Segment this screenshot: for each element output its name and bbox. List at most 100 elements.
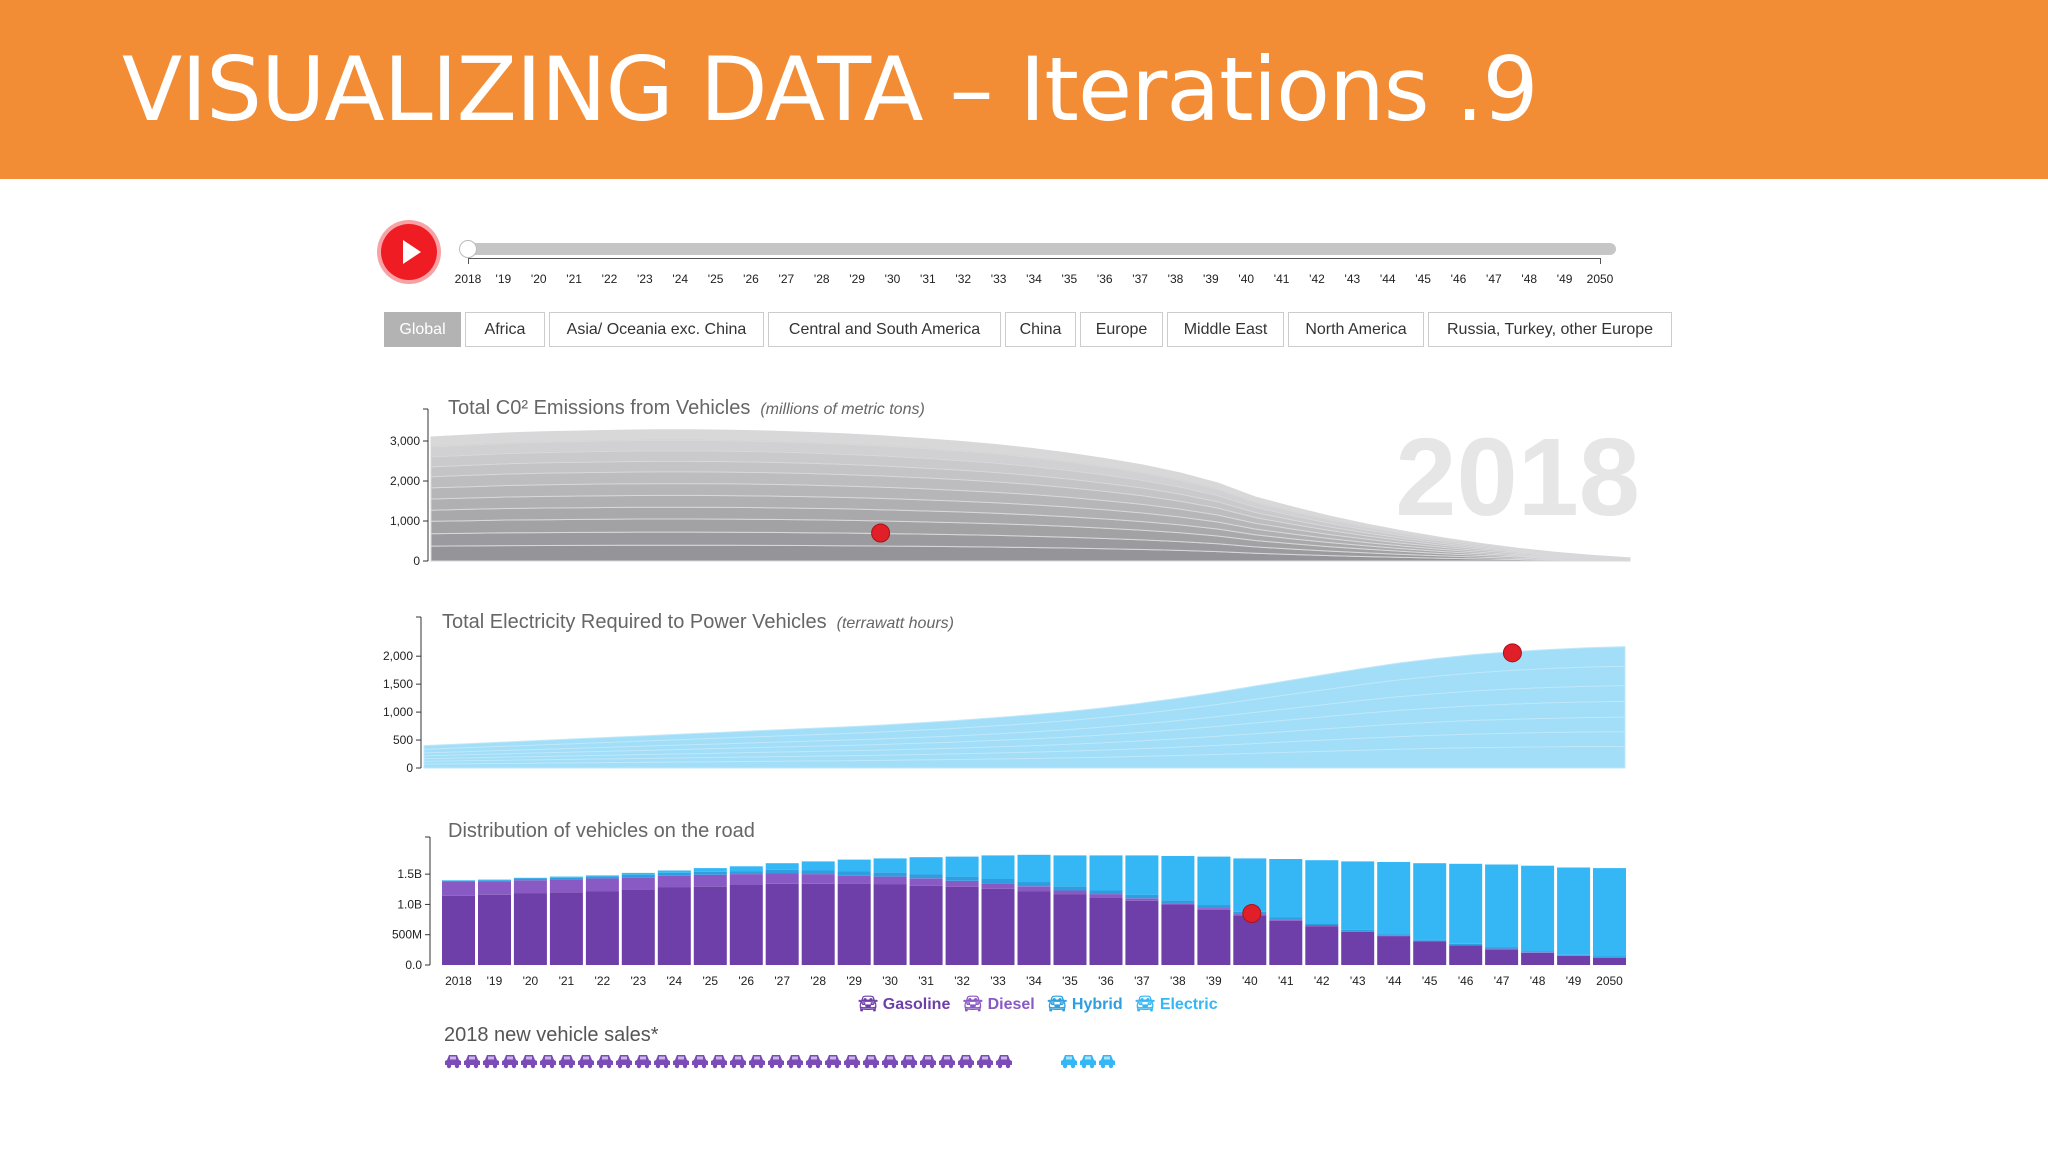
bar-segment-electric <box>549 876 583 878</box>
timeline-tick-label[interactable]: '48 <box>1521 272 1538 286</box>
data-marker[interactable] <box>1242 904 1262 924</box>
car-icon <box>597 1055 613 1069</box>
region-button-global[interactable]: Global <box>384 312 461 347</box>
bar-segment-hybrid <box>837 871 871 876</box>
region-button-north-america[interactable]: North America <box>1288 312 1424 347</box>
bar-segment-electric <box>693 868 727 872</box>
timeline-tick-label[interactable]: '32 <box>955 272 972 286</box>
play-button[interactable] <box>381 224 437 280</box>
x-tick-label: '44 <box>1386 974 1402 988</box>
bar-segment-electric <box>1089 855 1123 891</box>
timeline-tick-label[interactable]: '41 <box>1273 272 1290 286</box>
timeline-tick-label[interactable]: '22 <box>601 272 618 286</box>
timeline-tick-label[interactable]: '25 <box>707 272 724 286</box>
timeline-tick-label[interactable]: '47 <box>1486 272 1502 286</box>
timeline-tick-label[interactable]: '35 <box>1061 272 1078 286</box>
timeline-tick-label[interactable]: '21 <box>566 272 582 286</box>
bar-segment-hybrid <box>1341 929 1375 932</box>
bar-segment-gasoline <box>1161 905 1195 965</box>
timeline-tick-label[interactable]: '37 <box>1132 272 1148 286</box>
timeline-slider-handle[interactable] <box>459 240 477 258</box>
car-icon <box>635 1055 651 1069</box>
bar-segment-diesel <box>1053 890 1087 895</box>
timeline-tick-label[interactable]: '39 <box>1203 272 1219 286</box>
bar-segment-electric <box>1377 862 1411 935</box>
timeline-tick-label[interactable]: '34 <box>1026 272 1042 286</box>
timeline-tick-label[interactable]: 2050 <box>1586 272 1614 286</box>
timeline-tick-label[interactable]: 2018 <box>454 272 482 286</box>
bar-segment-electric <box>1017 854 1051 883</box>
bar-segment-hybrid <box>1521 951 1555 953</box>
bar-segment-hybrid <box>1161 900 1195 904</box>
region-button-central-and-south-america[interactable]: Central and South America <box>768 312 1001 347</box>
region-button-russia-turkey-other-europe[interactable]: Russia, Turkey, other Europe <box>1428 312 1672 347</box>
bar-segment-hybrid <box>549 877 583 880</box>
region-button-asia-oceania-exc-china[interactable]: Asia/ Oceania exc. China <box>549 312 764 347</box>
car-icon <box>692 1055 708 1069</box>
timeline-tick-label[interactable]: '24 <box>672 272 689 286</box>
bar-segment-hybrid <box>513 878 547 881</box>
bar-segment-electric <box>442 880 475 881</box>
bar-segment-gasoline <box>1269 920 1303 965</box>
x-tick-label: '29 <box>846 974 862 988</box>
data-marker[interactable] <box>871 523 891 543</box>
bar-segment-electric <box>1413 863 1447 940</box>
timeline-tick-label[interactable]: '28 <box>813 272 830 286</box>
timeline-tick-label[interactable]: '45 <box>1415 272 1431 286</box>
region-button-africa[interactable]: Africa <box>465 312 545 347</box>
region-button-europe[interactable]: Europe <box>1080 312 1163 347</box>
timeline-tick-label[interactable]: '49 <box>1556 272 1573 286</box>
timeline-slider-track[interactable] <box>464 243 1616 255</box>
timeline-tick-label[interactable]: '43 <box>1344 272 1361 286</box>
x-tick-label: 2018 <box>445 974 472 988</box>
car-icon <box>616 1055 632 1069</box>
bar-segment-gasoline <box>1053 894 1087 965</box>
x-tick-label: '39 <box>1206 974 1222 988</box>
bar-segment-diesel <box>837 875 871 884</box>
timeline-tick-label[interactable]: '20 <box>530 272 547 286</box>
timeline-tick-label[interactable]: '26 <box>743 272 759 286</box>
timeline-tick-label[interactable]: '42 <box>1309 272 1325 286</box>
timeline-tick-label[interactable]: '27 <box>778 272 795 286</box>
timeline-tick-label[interactable]: '40 <box>1238 272 1255 286</box>
bar-segment-electric <box>837 859 871 872</box>
car-icon <box>939 1055 955 1069</box>
x-tick-label: '32 <box>954 974 970 988</box>
bar-segment-hybrid <box>442 880 475 882</box>
y-tick-label: 0.0 <box>405 958 422 972</box>
bar-segment-gasoline <box>442 895 475 965</box>
timeline-tick-label[interactable]: '29 <box>849 272 865 286</box>
timeline-tick-label[interactable]: '46 <box>1450 272 1467 286</box>
bar-segment-gasoline <box>1449 945 1483 965</box>
timeline-tick-label[interactable]: '31 <box>920 272 936 286</box>
bar-segment-diesel <box>1269 919 1303 921</box>
bar-segment-diesel <box>981 883 1015 889</box>
timeline-tick-label[interactable]: '30 <box>884 272 901 286</box>
sales-icon-row <box>444 1053 1244 1073</box>
car-icon <box>901 1055 917 1069</box>
timeline-tick-label[interactable]: '44 <box>1379 272 1396 286</box>
x-tick-label: '20 <box>523 974 539 988</box>
region-button-china[interactable]: China <box>1005 312 1076 347</box>
bar-segment-gasoline <box>1341 931 1375 965</box>
x-tick-label: '28 <box>810 974 826 988</box>
bar-segment-hybrid <box>1197 905 1231 908</box>
timeline-tick-label[interactable]: '33 <box>990 272 1007 286</box>
car-icon <box>445 1055 461 1069</box>
timeline-tick-label[interactable]: '36 <box>1096 272 1113 286</box>
bar-segment-diesel <box>442 882 475 896</box>
bar-segment-diesel <box>1377 935 1411 937</box>
region-button-middle-east[interactable]: Middle East <box>1167 312 1284 347</box>
timeline-tick-label[interactable]: '23 <box>637 272 653 286</box>
timeline-axis-line <box>468 258 1600 259</box>
timeline-tick-label[interactable]: '38 <box>1167 272 1184 286</box>
data-marker[interactable] <box>1502 643 1522 663</box>
x-tick-label: '37 <box>1134 974 1150 988</box>
bar-segment-electric <box>729 866 763 872</box>
bar-segment-diesel <box>1413 940 1447 942</box>
bar-segment-electric <box>1305 860 1339 924</box>
timeline-tick-label[interactable]: '19 <box>495 272 512 286</box>
bar-segment-hybrid <box>1377 934 1411 936</box>
bar-segment-gasoline <box>657 887 691 965</box>
bar-segment-electric <box>1485 864 1519 948</box>
